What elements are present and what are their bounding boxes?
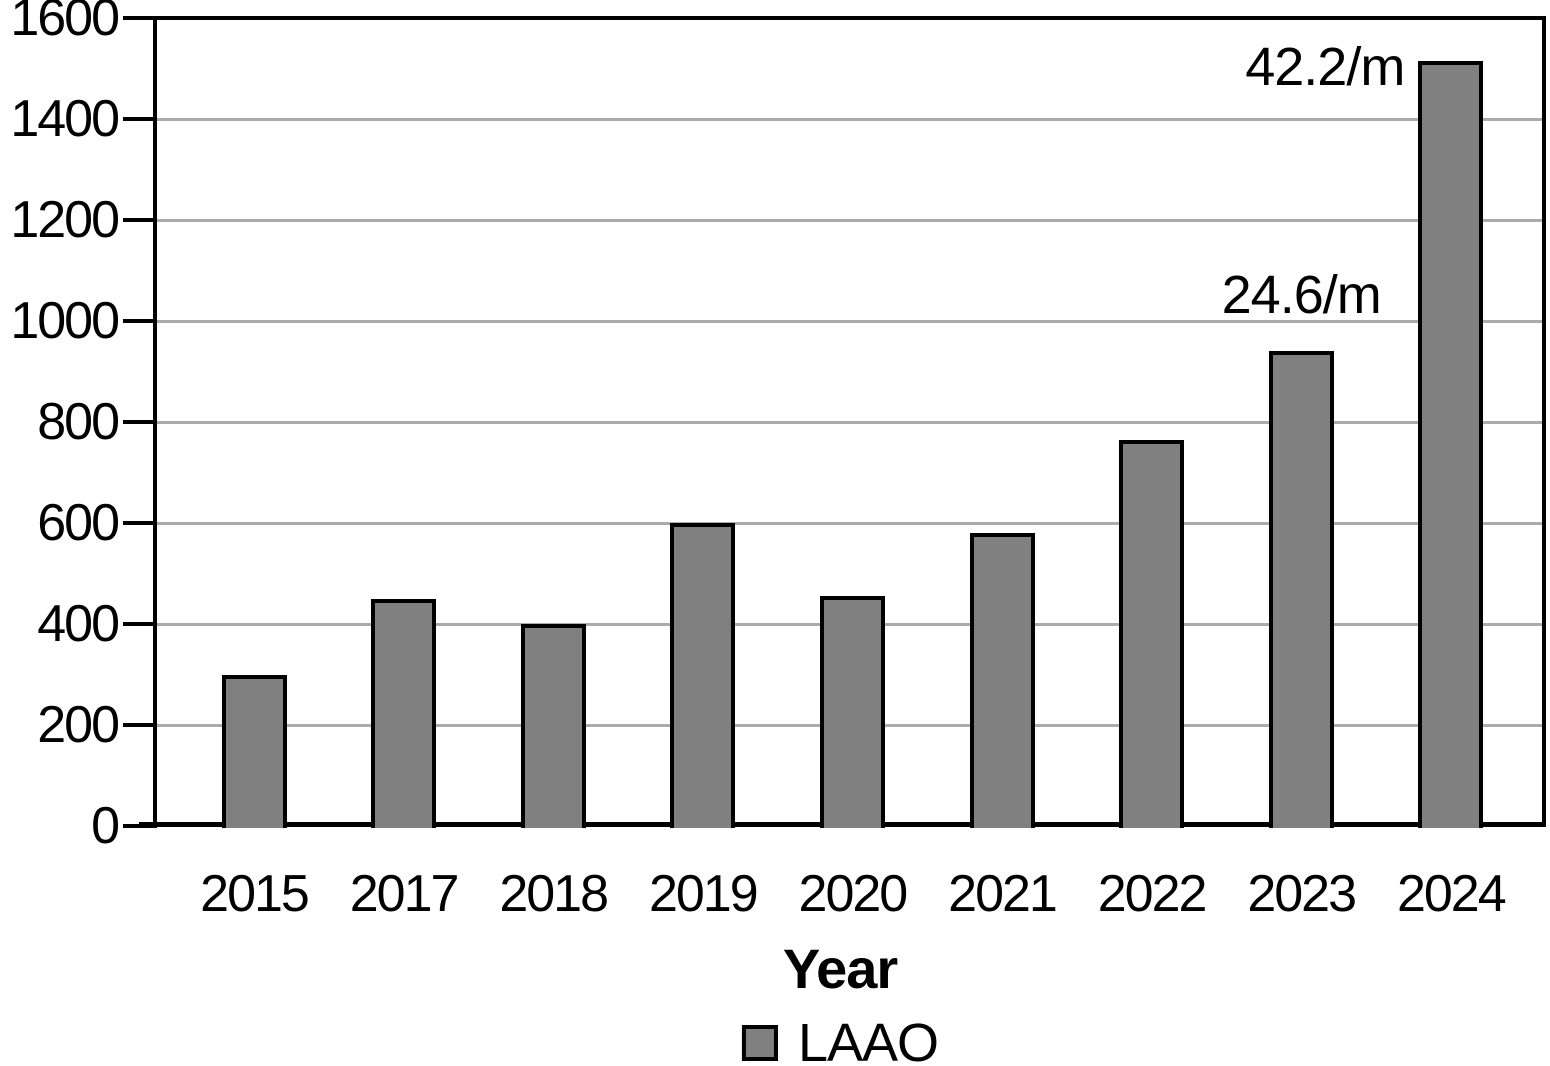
plot-frame-right (1542, 16, 1546, 827)
y-tick-800 (123, 420, 157, 424)
y-tick-label-0: 0 (91, 797, 120, 855)
x-tick-label-2018: 2018 (499, 865, 609, 923)
gridline-600 (157, 521, 1542, 525)
y-tick-1000 (123, 319, 157, 323)
gridline-1000 (157, 319, 1542, 323)
x-tick-label-2015: 2015 (200, 865, 310, 923)
bar-2023 (1268, 351, 1334, 828)
x-tick-label-2021: 2021 (948, 865, 1058, 923)
gridline-1200 (157, 218, 1542, 222)
y-tick-0 (123, 824, 157, 828)
y-tick-600 (123, 521, 157, 525)
bar-2018 (520, 624, 586, 828)
gridline-1400 (157, 117, 1542, 121)
x-tick-label-2017: 2017 (349, 865, 460, 923)
bar-2022 (1119, 439, 1185, 828)
gridline-800 (157, 420, 1542, 424)
x-tick-label-2019: 2019 (648, 865, 759, 923)
bar-2024 (1418, 60, 1484, 828)
y-tick-label-1200: 1200 (10, 191, 120, 249)
y-tick-label-600: 600 (37, 494, 120, 552)
x-tick-label-2020: 2020 (798, 865, 909, 923)
x-tick-label-2023: 2023 (1247, 865, 1357, 923)
y-tick-1200 (123, 218, 157, 222)
y-tick-label-1000: 1000 (10, 292, 120, 350)
y-tick-label-1400: 1400 (10, 90, 120, 148)
bar-2020 (819, 596, 885, 828)
bar-2021 (969, 533, 1035, 828)
x-axis-title: Year (782, 937, 898, 1000)
plot-frame-top (125, 16, 1546, 20)
bar-2019 (670, 523, 736, 828)
y-tick-400 (123, 622, 157, 626)
y-tick-label-800: 800 (37, 393, 120, 451)
y-tick-label-400: 400 (37, 595, 120, 653)
y-tick-1600 (123, 16, 157, 20)
y-tick-200 (123, 723, 157, 727)
bar-2015 (221, 674, 287, 828)
annotation-2023: 24.6/m (1221, 265, 1382, 326)
y-tick-1400 (123, 117, 157, 121)
legend-label: LAAO (797, 1013, 939, 1066)
x-tick-label-2024: 2024 (1396, 865, 1507, 923)
annotation-2024: 42.2/m (1245, 36, 1405, 97)
bar-2017 (371, 598, 437, 828)
legend-swatch-icon (741, 1025, 778, 1061)
y-tick-label-200: 200 (37, 696, 120, 754)
y-tick-label-1600: 1600 (10, 0, 120, 47)
legend: LAAO (741, 1013, 939, 1066)
x-tick-label-2022: 2022 (1097, 865, 1208, 923)
